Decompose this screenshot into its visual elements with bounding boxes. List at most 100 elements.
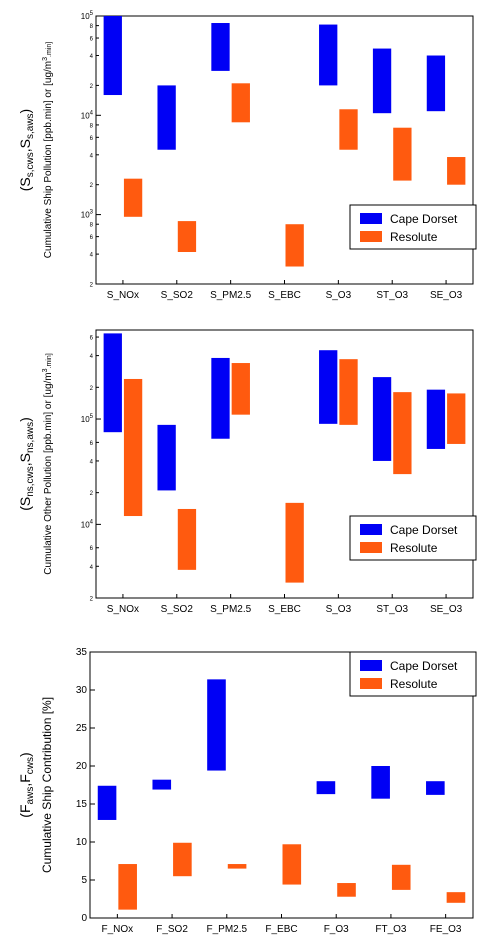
range-bar-resolute-3: [285, 224, 304, 267]
x-category-label: S_SO2: [161, 290, 194, 301]
y-axis-symbol-label: (Faws,Fcws): [17, 752, 36, 817]
y-tick-label: 30: [76, 685, 88, 696]
range-bar-resolute-5: [393, 392, 412, 475]
range-bar-resolute-3: [285, 502, 304, 583]
x-category-label: F_EBC: [265, 924, 297, 935]
range-bar-cape-dorset-2: [211, 23, 230, 71]
y-minor-tick-label: 2: [90, 84, 94, 90]
y-axis-label: Cumulative Other Pollution [ppb.min] or …: [42, 353, 54, 574]
range-bar-cape-dorset-1: [152, 779, 172, 790]
range-bar-cape-dorset-5: [372, 48, 392, 114]
legend-swatch-cape-dorset: [360, 524, 382, 535]
y-tick-label: 20: [76, 761, 88, 772]
y-minor-tick-label: 4: [90, 153, 94, 159]
range-bar-resolute-1: [173, 842, 192, 877]
y-tick-label: 35: [76, 647, 88, 658]
y-minor-tick-label: 2: [90, 386, 94, 392]
y-minor-tick-label: 2: [90, 491, 94, 497]
legend-label: Cape Dorset: [390, 523, 458, 537]
legend: Cape Dorset Resolute: [349, 204, 477, 250]
range-bar-resolute-1: [177, 508, 197, 570]
x-category-label: S_EBC: [268, 290, 301, 301]
x-category-label: S_O3: [326, 290, 352, 301]
y-tick-label: 5: [81, 875, 87, 886]
range-bar-resolute-0: [123, 378, 143, 517]
legend-swatch-resolute: [360, 542, 382, 553]
legend-swatch-cape-dorset: [360, 660, 382, 671]
x-category-label: FT_O3: [375, 924, 407, 935]
range-bar-cape-dorset-0: [103, 333, 122, 433]
legend-label: Resolute: [390, 677, 438, 691]
y-minor-tick-label: 8: [90, 223, 94, 229]
y-tick-label: 103: [81, 210, 94, 220]
range-bar-cape-dorset-4: [319, 24, 338, 86]
range-bar-cape-dorset-0: [103, 16, 122, 96]
x-category-label: S_NOx: [107, 604, 139, 615]
legend-swatch-cape-dorset: [360, 213, 382, 224]
range-bar-resolute-4: [339, 359, 358, 425]
range-bar-resolute-6: [447, 157, 466, 185]
range-bar-resolute-2: [231, 363, 250, 415]
range-bar-cape-dorset-2: [207, 679, 226, 771]
x-category-label: ST_O3: [376, 290, 408, 301]
y-axis-label: Cumulative Ship Pollution [ppb.min] or […: [42, 42, 54, 258]
y-tick-label: 105: [81, 414, 94, 424]
range-bar-resolute-3: [282, 844, 302, 885]
y-axis-symbol-label: (Sns,cws,Sns,aws): [17, 417, 36, 511]
y-minor-tick-label: 6: [90, 441, 94, 447]
y-tick-label: 25: [76, 723, 88, 734]
range-bar-cape-dorset-4: [319, 350, 338, 424]
x-category-label: F_NOx: [102, 924, 134, 935]
x-category-label: F_SO2: [156, 924, 188, 935]
y-tick-label: 10: [76, 837, 88, 848]
y-tick-label: 15: [76, 799, 88, 810]
x-category-label: S_O3: [326, 604, 352, 615]
range-bar-resolute-0: [123, 178, 143, 217]
range-bar-cape-dorset-6: [426, 389, 446, 449]
y-minor-tick-label: 4: [90, 565, 94, 571]
range-bar-resolute-1: [177, 221, 197, 253]
range-bar-cape-dorset-6: [426, 55, 446, 112]
y-minor-tick-label: 6: [90, 136, 94, 142]
range-bar-resolute-6: [446, 892, 466, 903]
y-minor-tick-label: 2: [90, 183, 94, 189]
y-minor-tick-label: 6: [90, 235, 94, 241]
range-bar-resolute-2: [231, 83, 250, 123]
y-minor-tick-label: 8: [90, 24, 94, 30]
x-category-label: F_O3: [324, 924, 349, 935]
range-bar-resolute-2: [227, 864, 247, 869]
range-bar-resolute-4: [337, 883, 356, 897]
legend-swatch-resolute: [360, 231, 382, 242]
y-minor-tick-label: 6: [90, 37, 94, 43]
legend-label: Resolute: [390, 541, 438, 555]
x-category-label: S_EBC: [268, 604, 301, 615]
x-category-label: ST_O3: [376, 604, 408, 615]
range-bar-resolute-6: [447, 393, 466, 444]
x-category-label: S_NOx: [107, 290, 139, 301]
x-category-label: SE_O3: [430, 604, 463, 615]
y-minor-tick-label: 4: [90, 354, 94, 360]
x-category-label: S_PM2.5: [210, 290, 252, 301]
x-category-label: SE_O3: [430, 290, 463, 301]
x-category-label: S_SO2: [161, 604, 194, 615]
chart-panel-ship-pollution: 103 104 105 2 4 6 8 2 4 6 8 2 4 6 8 S_NOx S_SO2 S_PM2.5 S_…: [17, 11, 477, 301]
range-bar-cape-dorset-6: [426, 781, 445, 795]
x-category-label: F_PM2.5: [206, 924, 247, 935]
y-tick-label: 104: [81, 519, 94, 529]
y-tick-label: 0: [81, 913, 87, 924]
range-bar-cape-dorset-1: [157, 85, 176, 150]
y-tick-label: 104: [81, 110, 94, 120]
y-axis-symbol-label: (Ss,cws,Ss,aws): [17, 109, 36, 191]
chart-panel-other-pollution: 104 105 2 4 6 2 4 6 2 4 6 S_NOx S_SO2 S_PM2.5 S_EBC S_O…: [17, 329, 477, 615]
y-minor-tick-label: 6: [90, 546, 94, 552]
legend-label: Resolute: [390, 230, 438, 244]
range-bar-resolute-0: [118, 864, 137, 910]
x-category-label: S_PM2.5: [210, 604, 252, 615]
range-bar-cape-dorset-0: [97, 785, 117, 820]
y-minor-tick-label: 4: [90, 253, 94, 259]
range-bar-cape-dorset-2: [211, 357, 230, 439]
range-bar-cape-dorset-5: [372, 377, 392, 461]
range-bar-resolute-5: [391, 864, 411, 890]
y-minor-tick-label: 8: [90, 123, 94, 129]
